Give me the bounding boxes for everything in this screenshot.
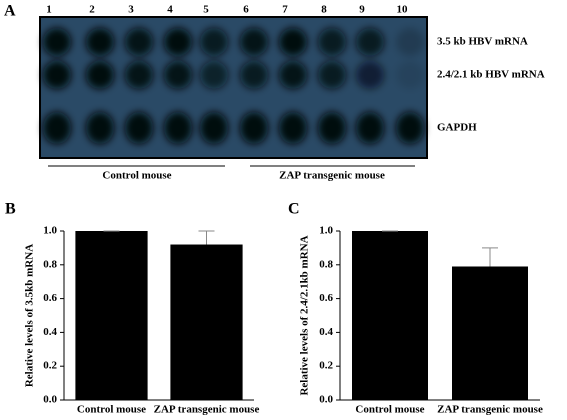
lane-number: 5	[203, 4, 209, 16]
lane-number: 10	[397, 4, 409, 16]
y-tick-label: 0.0	[319, 394, 333, 406]
x-tick-label: ZAP transgenic mouse	[154, 404, 260, 416]
lane-number: 8	[321, 4, 327, 16]
band	[318, 61, 346, 89]
lane-number: 1	[46, 4, 52, 16]
band	[240, 61, 268, 89]
band	[43, 61, 71, 89]
y-tick-label: 0.2	[319, 360, 333, 372]
error-bar	[198, 230, 215, 245]
band	[240, 112, 268, 144]
panel-label: C	[288, 201, 300, 218]
bar	[452, 266, 528, 400]
y-tick-label: 0.4	[43, 326, 57, 338]
band	[318, 28, 346, 56]
band	[164, 112, 192, 144]
band	[43, 112, 71, 144]
lane-number: 2	[89, 4, 95, 16]
y-tick-label: 0.4	[319, 326, 333, 338]
band	[164, 28, 192, 56]
error-bar	[482, 247, 498, 267]
band	[318, 112, 346, 144]
y-tick-label: 0.0	[43, 394, 57, 406]
y-tick-label: 0.6	[319, 292, 333, 304]
y-tick-label: 0.8	[43, 258, 57, 270]
band	[240, 28, 268, 56]
band	[279, 28, 307, 56]
lane-number: 7	[282, 4, 288, 16]
band	[125, 61, 153, 89]
y-tick-label: 1.0	[43, 225, 57, 237]
band	[356, 28, 384, 56]
y-axis-label: Relative levels of 3.5kb mRNA	[24, 244, 36, 387]
band	[279, 112, 307, 144]
band	[125, 28, 153, 56]
y-tick-label: 1.0	[319, 225, 333, 237]
lane-number: 9	[359, 4, 365, 16]
x-tick-label: Control mouse	[77, 404, 146, 416]
band	[200, 28, 228, 56]
x-tick-label: Control mouse	[355, 404, 424, 416]
band-label: 3.5 kb HBV mRNA	[437, 36, 528, 48]
group-label: ZAP transgenic mouse	[279, 170, 385, 182]
band	[43, 28, 71, 56]
band	[396, 61, 424, 89]
band-label: 2.4/2.1 kb HBV mRNA	[437, 69, 545, 81]
y-tick-label: 0.2	[43, 360, 57, 372]
band	[200, 61, 228, 89]
band	[279, 61, 307, 89]
blot-bands	[43, 28, 424, 144]
band	[356, 61, 384, 89]
panel-label: A	[4, 3, 16, 20]
bar	[170, 244, 243, 400]
band	[200, 112, 228, 144]
band	[86, 112, 114, 144]
lane-number: 4	[167, 4, 173, 16]
band	[164, 61, 192, 89]
y-tick-label: 0.6	[43, 292, 57, 304]
band	[356, 112, 384, 144]
x-tick-label: ZAP transgenic mouse	[437, 404, 543, 416]
lane-number: 6	[243, 4, 249, 16]
band	[396, 112, 424, 144]
group-label: Control mouse	[102, 170, 171, 182]
band	[396, 28, 424, 56]
band	[86, 28, 114, 56]
bar	[352, 231, 428, 400]
bar	[75, 231, 148, 400]
y-axis-label: Relative levels of 2.4/2.1kb mRNA	[299, 235, 311, 395]
lane-number: 3	[128, 4, 134, 16]
y-tick-label: 0.8	[319, 258, 333, 270]
panel-label: B	[5, 201, 16, 218]
band-label: GAPDH	[437, 122, 477, 134]
band	[86, 61, 114, 89]
band	[125, 112, 153, 144]
